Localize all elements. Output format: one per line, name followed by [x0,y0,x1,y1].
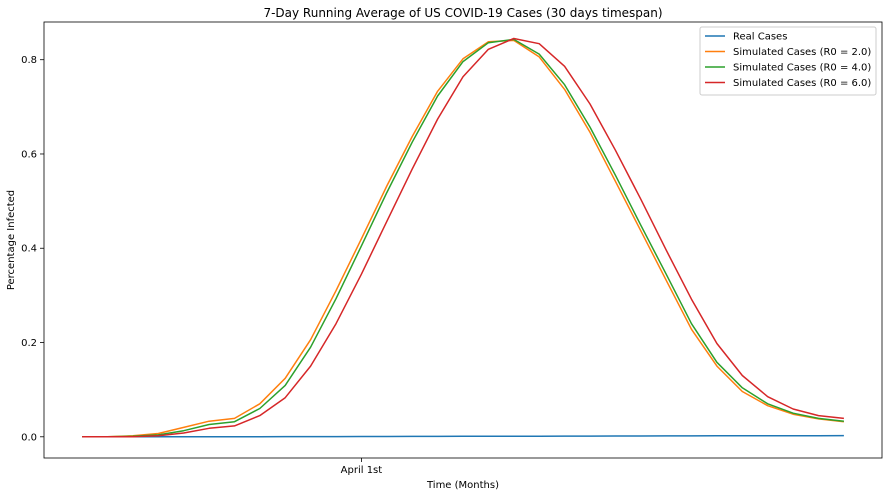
y-tick-label: 0.2 [21,338,37,349]
chart-title: 7-Day Running Average of US COVID-19 Cas… [263,6,662,20]
series-lines [82,37,844,438]
series-line-2 [82,38,844,438]
y-tick-label: 0.4 [21,244,37,255]
series-line-0 [82,434,844,438]
series-line-1 [82,39,844,438]
x-tick-label: April 1st [341,465,383,476]
y-tick-label: 0.6 [21,149,37,160]
y-tick-label: 0.8 [21,55,37,66]
y-tick-label: 0.0 [21,432,37,443]
legend-entry: Real Cases [733,32,787,43]
legend-box [699,26,877,96]
legend-entry: Simulated Cases (R0 = 4.0) [733,63,871,74]
x-axis-label: Time (Months) [426,480,499,491]
y-axis-ticks: 0.0 0.2 0.4 0.6 0.8 [21,55,44,443]
x-axis-ticks: April 1st [341,458,383,476]
series-line-3 [82,37,844,438]
legend-entry: Simulated Cases (R0 = 6.0) [733,78,871,89]
y-axis-label: Percentage Infected [6,190,17,290]
legend: Real Cases Simulated Cases (R0 = 2.0) Simu… [699,26,877,96]
legend-entry: Simulated Cases (R0 = 2.0) [733,47,871,58]
